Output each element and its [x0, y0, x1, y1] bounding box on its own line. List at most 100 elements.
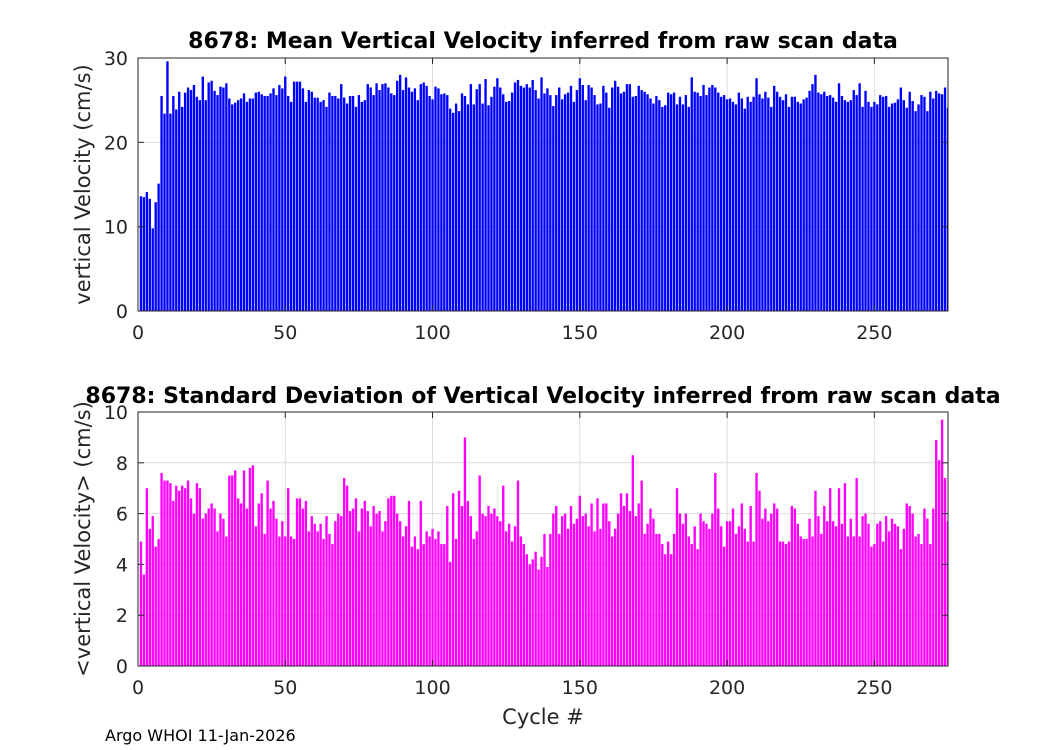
- std-velocity-bar: [540, 556, 543, 666]
- mean-velocity-bar: [546, 88, 549, 311]
- mean-velocity-bar: [469, 84, 473, 311]
- mean-velocity-bar: [717, 92, 720, 312]
- mean-velocity-bar: [463, 95, 467, 311]
- std-velocity-bar: [446, 505, 449, 666]
- mean-velocity-bar: [628, 84, 632, 311]
- std-velocity-bar: [242, 470, 246, 666]
- std-velocity-bar: [272, 500, 275, 666]
- mean-velocity-bar: [884, 95, 888, 311]
- mean-velocity-bar: [870, 106, 873, 311]
- std-velocity-bar: [678, 513, 682, 666]
- mean-velocity-bar: [731, 101, 735, 311]
- std-velocity-bar: [814, 490, 817, 666]
- std-velocity-bar: [740, 503, 743, 666]
- mean-velocity-bar: [637, 85, 640, 311]
- std-velocity-bar: [251, 465, 255, 666]
- std-velocity-bar: [578, 495, 581, 666]
- std-velocity-bar: [926, 518, 929, 666]
- mean-velocity-bar: [172, 95, 175, 311]
- mean-velocity-bar: [295, 81, 299, 311]
- std-velocity-bar: [490, 513, 493, 666]
- std-velocity-bar: [831, 521, 835, 666]
- std-velocity-bar: [375, 513, 378, 666]
- mean-velocity-bar: [175, 109, 178, 312]
- std-velocity-bar: [566, 528, 570, 666]
- mean-velocity-bar: [245, 101, 249, 311]
- std-velocity-bar: [796, 523, 799, 666]
- mean-velocity-bar: [328, 92, 331, 312]
- std-velocity-bar: [784, 544, 788, 666]
- std-velocity-bar: [711, 513, 714, 666]
- std-velocity-bar: [587, 526, 590, 666]
- std-velocity-bar: [496, 516, 499, 666]
- std-velocity-bar: [669, 554, 673, 666]
- mean-velocity-bar: [210, 80, 213, 312]
- std-velocity-bar: [157, 539, 160, 666]
- std-velocity-x-tick-label: 0: [132, 677, 144, 699]
- mean-velocity-bar: [669, 94, 673, 311]
- mean-velocity-bar: [192, 84, 196, 311]
- std-velocity-bar: [611, 536, 614, 666]
- mean-velocity-bar: [652, 103, 655, 311]
- mean-velocity-bar: [902, 100, 905, 312]
- mean-velocity-bar: [640, 90, 643, 312]
- mean-velocity-bar: [272, 88, 275, 311]
- std-velocity-bar: [793, 508, 797, 666]
- std-velocity-x-tick-label: 50: [273, 677, 297, 699]
- mean-velocity-bar: [920, 95, 923, 312]
- mean-velocity-bar: [304, 101, 308, 311]
- mean-velocity-bar: [307, 90, 311, 312]
- mean-velocity-bar: [861, 106, 864, 311]
- mean-velocity-bar: [681, 104, 685, 311]
- mean-velocity-bar: [278, 84, 281, 311]
- std-velocity-bar: [301, 508, 305, 666]
- mean-velocity-bar: [625, 84, 629, 311]
- mean-velocity-bar: [410, 91, 414, 311]
- std-velocity-bar: [313, 523, 316, 666]
- std-velocity-bar: [596, 498, 599, 666]
- mean-velocity-bar: [337, 98, 340, 311]
- std-velocity-bar: [178, 490, 181, 666]
- mean-velocity-bar: [301, 88, 305, 311]
- mean-velocity-bar: [602, 85, 605, 311]
- std-velocity-bar: [248, 467, 252, 666]
- mean-velocity-bar: [569, 85, 573, 311]
- std-velocity-bar: [799, 536, 802, 666]
- mean-velocity-bar: [811, 84, 814, 311]
- mean-velocity-bar: [873, 101, 876, 311]
- std-velocity-chart-title: 8678: Standard Deviation of Vertical Vel…: [85, 384, 1000, 409]
- std-velocity-x-tick-label: 250: [856, 677, 892, 699]
- std-velocity-bar: [902, 528, 905, 666]
- mean-velocity-bar: [855, 95, 858, 312]
- mean-velocity-bar: [761, 98, 764, 311]
- std-velocity-bar: [525, 554, 528, 666]
- std-velocity-bar: [543, 533, 546, 666]
- std-velocity-bar: [384, 521, 387, 666]
- mean-velocity-bar: [154, 202, 157, 311]
- std-velocity-bar: [555, 505, 558, 666]
- mean-velocity-bar: [831, 97, 835, 312]
- std-velocity-bar: [837, 488, 841, 666]
- std-velocity-bar: [307, 531, 311, 666]
- mean-velocity-bar: [525, 84, 528, 311]
- mean-velocity-bar: [186, 87, 190, 312]
- std-velocity-bar: [693, 526, 696, 666]
- mean-velocity-bar: [781, 100, 785, 312]
- std-velocity-bar: [419, 500, 422, 666]
- mean-velocity-bar: [613, 80, 617, 312]
- std-velocity-bar: [466, 500, 470, 666]
- std-velocity-x-axis-label: Cycle #: [502, 705, 584, 729]
- mean-velocity-bar: [817, 92, 820, 312]
- std-velocity-bar: [770, 513, 773, 666]
- std-velocity-bar: [914, 536, 917, 666]
- std-velocity-bar: [298, 498, 302, 666]
- mean-velocity-bar: [778, 96, 782, 311]
- std-velocity-bar: [575, 518, 579, 666]
- std-velocity-bar: [284, 536, 287, 666]
- mean-velocity-bar: [608, 107, 611, 311]
- mean-velocity-bar: [398, 74, 402, 311]
- std-velocity-bar: [151, 516, 154, 666]
- mean-velocity-bar: [667, 92, 670, 312]
- std-velocity-bar: [213, 508, 216, 666]
